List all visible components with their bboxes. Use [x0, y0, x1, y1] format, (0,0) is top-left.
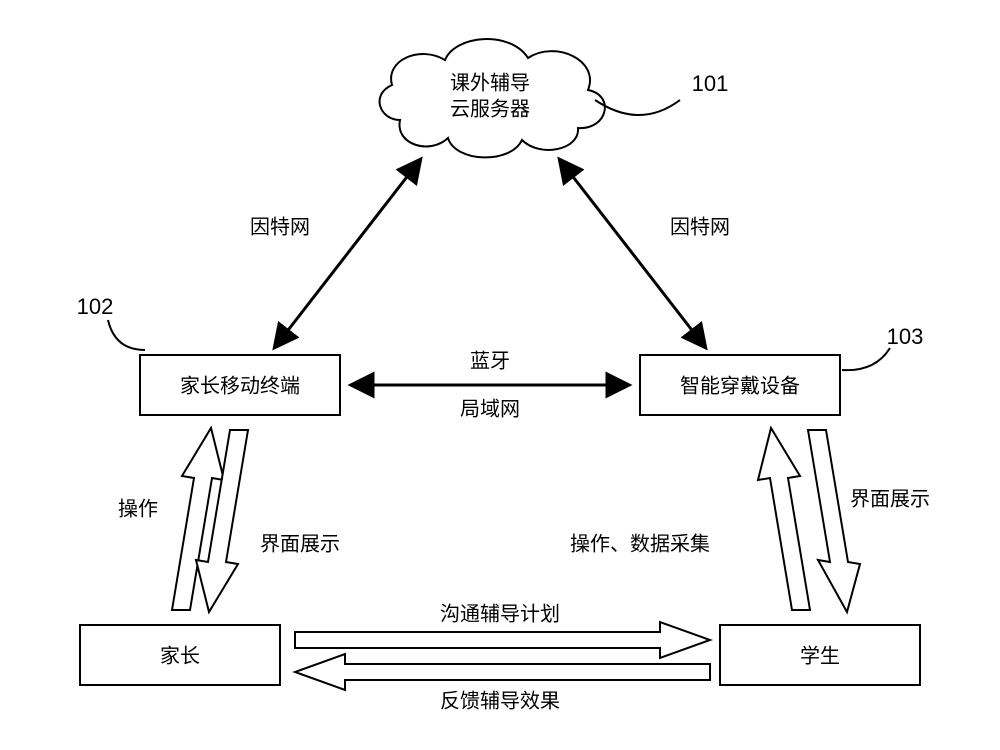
callout-line-103 — [842, 348, 890, 370]
wearable-label: 智能穿戴设备 — [680, 374, 800, 397]
arrow-student-to-wearable — [758, 428, 810, 610]
cloud-label-line1: 课外辅导 — [450, 71, 530, 94]
student-label: 学生 — [800, 644, 840, 667]
arrow-label-display-right: 界面展示 — [850, 488, 930, 510]
cloud-server-node: 课外辅导 云服务器 — [380, 39, 605, 157]
cloud-label-line2: 云服务器 — [450, 97, 530, 120]
arrow-label-operate-left: 操作 — [118, 497, 158, 520]
callout-101: 101 — [692, 71, 729, 96]
edge-label-internet-left: 因特网 — [250, 215, 310, 238]
callout-103: 103 — [887, 324, 924, 349]
arrow-label-display-left: 界面展示 — [260, 533, 340, 555]
edge-cloud-to-wearable — [560, 160, 705, 347]
callout-line-102 — [108, 320, 145, 350]
callout-102: 102 — [77, 294, 114, 319]
edge-cloud-to-parent-terminal — [275, 160, 420, 347]
parent-terminal-label: 家长移动终端 — [180, 374, 300, 397]
arrow-wearable-to-student — [808, 430, 860, 612]
edge-label-internet-right: 因特网 — [670, 215, 730, 238]
parent-label: 家长 — [160, 644, 200, 667]
arrow-label-feedback-effect: 反馈辅导效果 — [440, 689, 560, 712]
edge-label-bluetooth: 蓝牙 — [470, 349, 510, 372]
arrow-label-operate-right: 操作、数据采集 — [570, 532, 710, 555]
arrow-label-communicate-plan: 沟通辅导计划 — [440, 602, 560, 625]
arrow-parent-to-student — [295, 622, 710, 658]
callout-line-101 — [595, 100, 680, 115]
arrow-student-to-parent — [295, 654, 710, 690]
edge-label-lan: 局域网 — [460, 397, 520, 420]
